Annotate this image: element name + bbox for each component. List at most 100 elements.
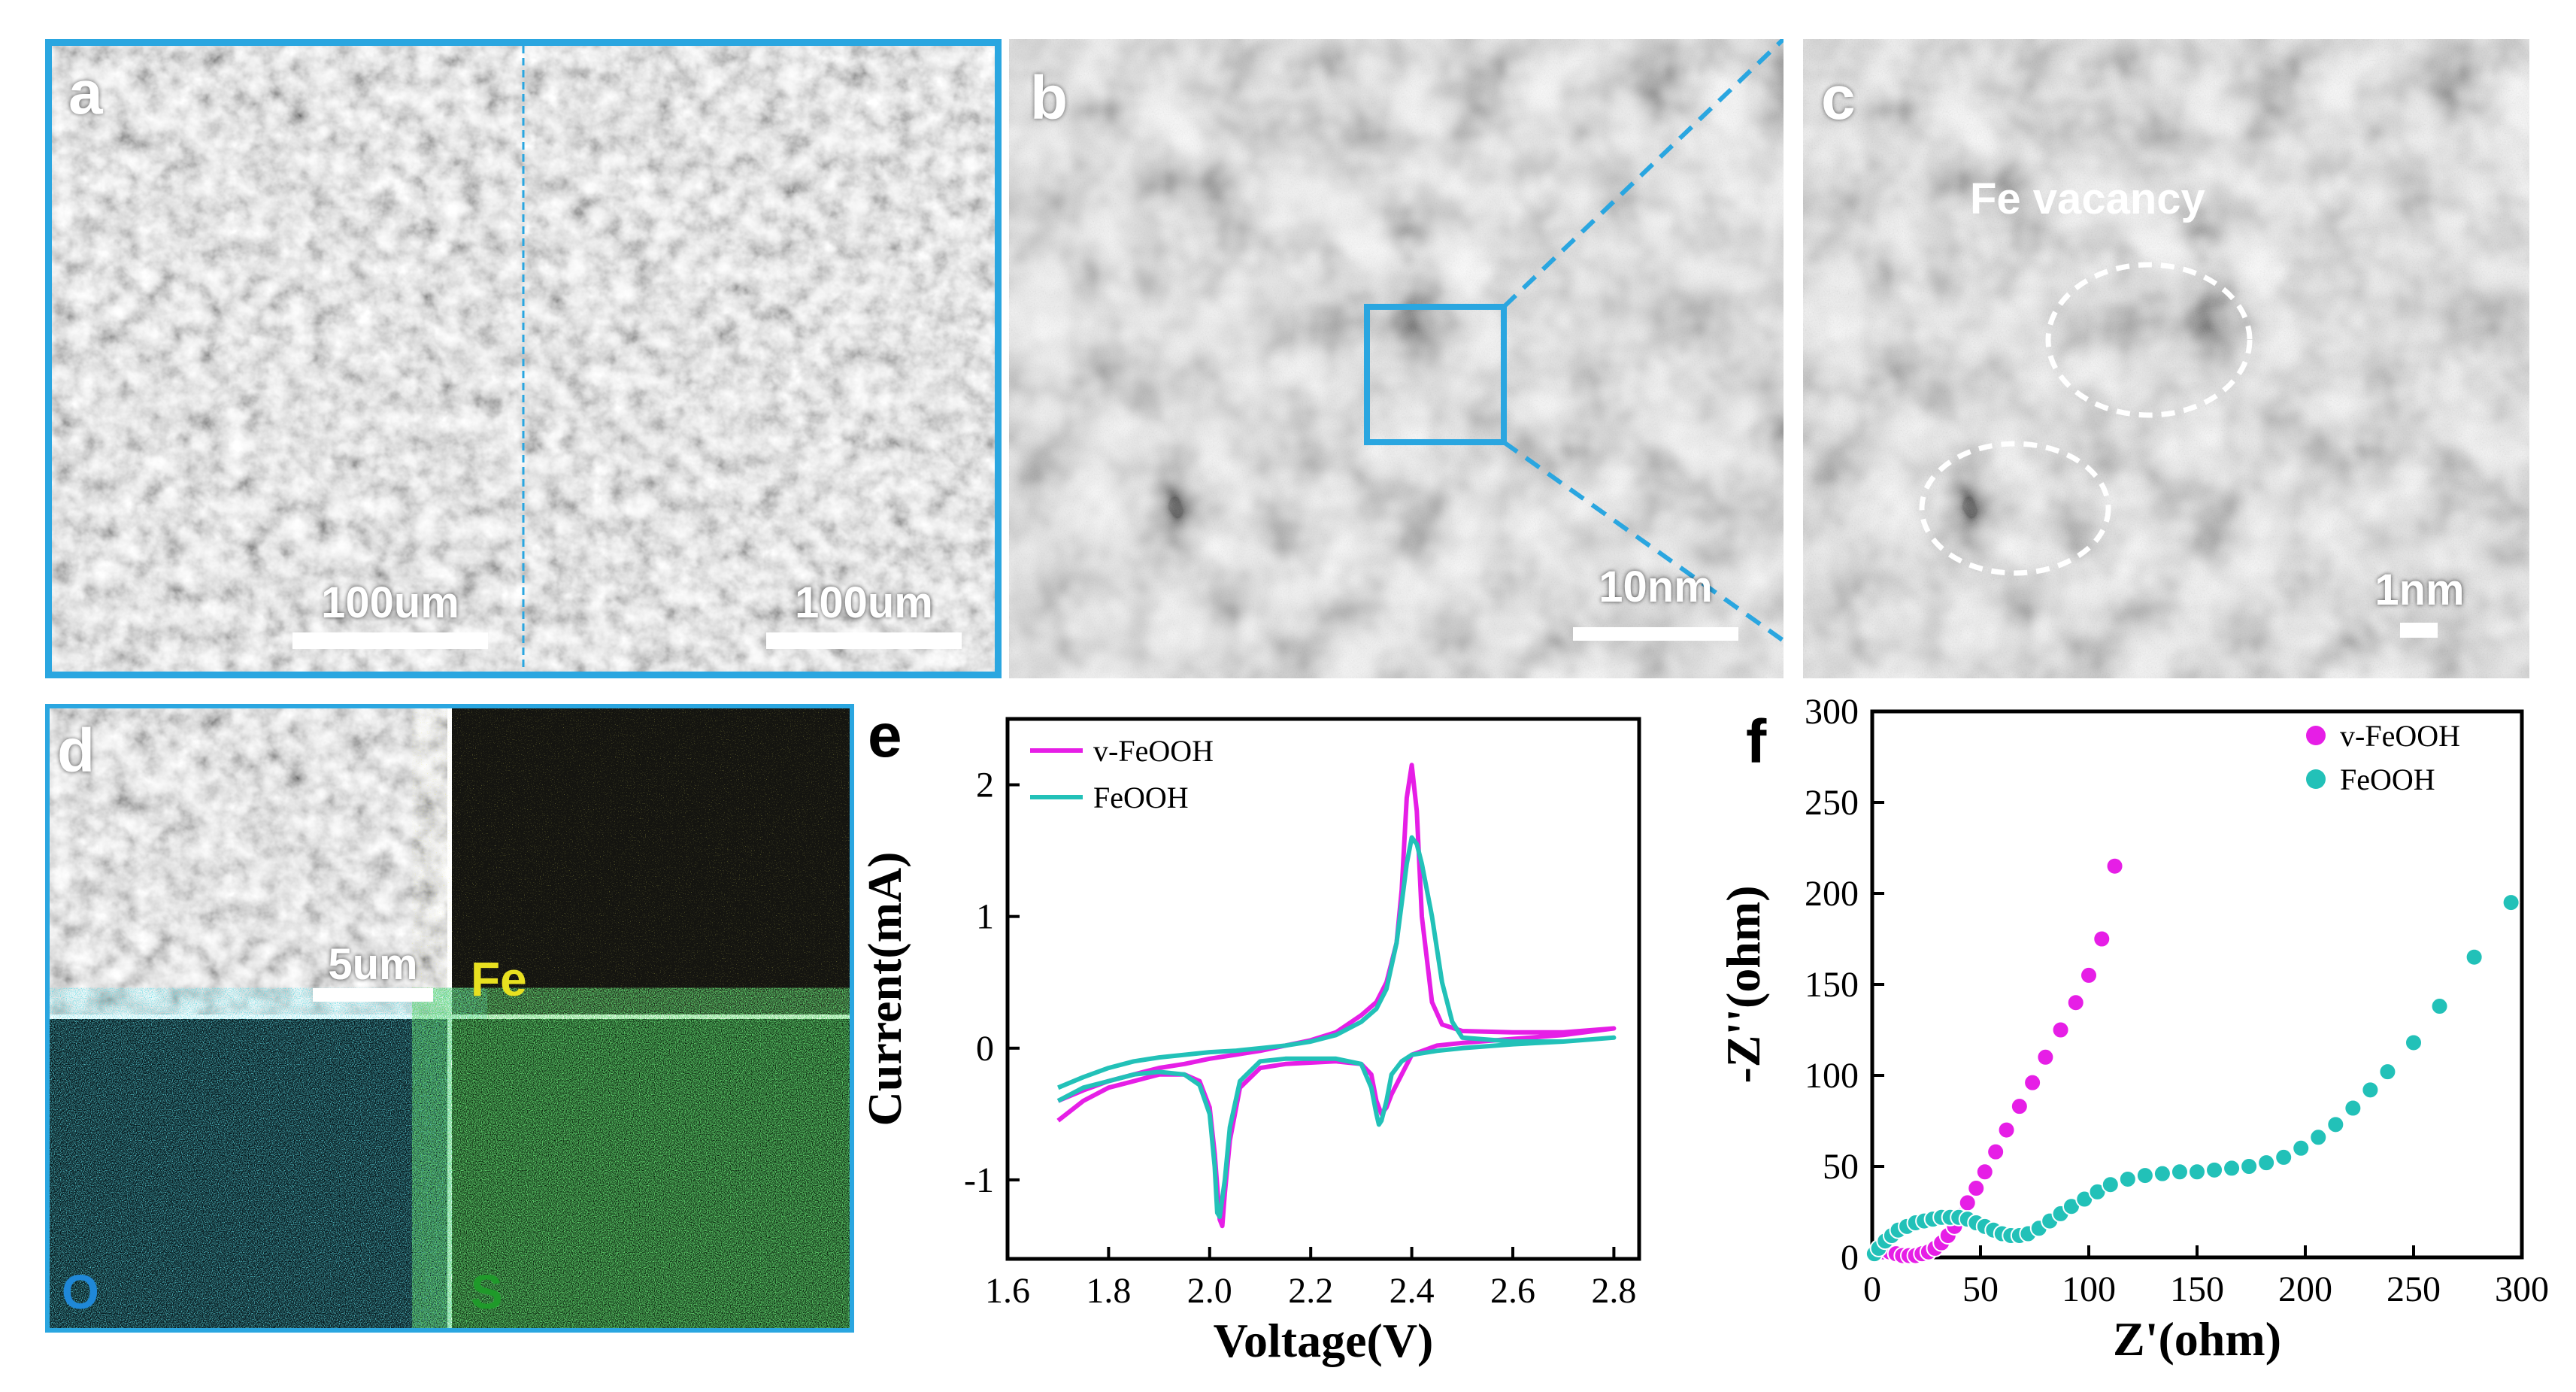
eds-maps [50,708,850,1328]
data-point-v-FeOOH [2080,966,2098,984]
x-tick-label: 100 [2062,1269,2116,1309]
eis-chart: 0 50 100 150 200 250 300 0 50 100 150 200 250 300 Z'(o… [1717,692,2549,1366]
data-point-v-FeOOH [2023,1073,2042,1092]
legend-label: FeOOH [1093,781,1189,814]
scale-label-a-right: 100um [795,578,933,627]
y-tick-label: 150 [1805,965,1859,1005]
y-tick-label: 250 [1805,783,1859,823]
y-tick-label: 100 [1805,1056,1859,1096]
map-label-fe: Fe [471,952,527,1006]
annotation-fe-vacancy: Fe vacancy [1970,174,2205,223]
data-point-v-FeOOH [2036,1048,2055,1066]
x-tick-label: 250 [2387,1269,2441,1309]
data-point-FeOOH [2223,1159,2241,1178]
legend-swatch [2306,769,2326,789]
x-tick-label: 50 [1962,1269,1999,1309]
data-point-FeOOH [2326,1115,2345,1134]
x-tick-label: 2.8 [1591,1271,1636,1311]
x-tick-label: 1.8 [1086,1271,1131,1311]
data-point-FeOOH [2309,1128,2328,1147]
plot-frame [1005,717,1641,1261]
y-tick-label: 1 [976,897,994,937]
data-point-FeOOH [2465,948,2484,966]
y-tick-label: 50 [1823,1147,1859,1187]
y-axis-label: -Z''(ohm) [1717,885,1770,1083]
y-axis-label: Current(mA) [858,852,911,1127]
data-point-FeOOH [2344,1099,2362,1118]
data-point-FeOOH [2153,1164,2171,1183]
scale-bar-c [2400,623,2438,638]
data-point-FeOOH [2188,1163,2206,1181]
data-point-v-FeOOH [1997,1121,2016,1139]
sem-image-a [52,46,995,672]
zoom-box [1364,304,1507,445]
data-point-FeOOH [2430,997,2449,1016]
data-point-FeOOH [2240,1157,2259,1175]
data-point-v-FeOOH [1975,1163,1994,1181]
y-tick-label: -1 [964,1160,994,1200]
scale-label-b: 10nm [1599,563,1713,611]
o-map [50,1019,447,1328]
y-tick-label: 200 [1805,874,1859,914]
data-point-v-FeOOH [2105,857,2124,875]
data-point-FeOOH [2274,1148,2293,1166]
panel-letter-d: d [57,717,95,785]
data-point-v-FeOOH [1987,1142,2005,1161]
panel-c: c Fe vacancy 1nm [1803,39,2529,678]
data-point-v-FeOOH [1967,1179,1986,1198]
data-point-FeOOH [2361,1081,2380,1099]
y-tick-label: 0 [976,1029,994,1069]
panel-d: d 5um Fe O S [45,704,854,1333]
x-tick-label: 2.6 [1490,1271,1535,1311]
scale-label-a-left: 100um [321,578,459,627]
data-point-FeOOH [2205,1160,2224,1179]
panel-letter-e: e [868,702,902,770]
x-tick-label: 1.6 [985,1271,1030,1311]
data-point-FeOOH [2378,1063,2397,1081]
data-point-FeOOH [2257,1154,2276,1172]
data-point-FeOOH [2170,1163,2189,1181]
scale-label-c: 1nm [2374,566,2465,614]
x-tick-label: 2.0 [1187,1271,1232,1311]
data-point-FeOOH [2118,1169,2137,1188]
s-map [452,1019,850,1328]
panel-letter-c: c [1821,64,1856,132]
scale-label-d: 5um [328,940,418,989]
panel-a: a 100um 100um [45,39,1002,678]
series-line-FeOOH [1056,835,1617,1219]
scale-bar-a-right [766,632,962,649]
x-tick-label: 150 [2170,1269,2224,1309]
map-label-o: O [62,1265,99,1319]
data-point-v-FeOOH [2010,1097,2029,1116]
scale-bar-d [313,988,433,1002]
hrtem-image-c [1803,39,2529,678]
cv-chart: 1.6 1.8 2.0 2.2 2.4 2.6 2.8 -1 0 1 2 Voltage(V) Curr… [858,717,1641,1367]
panel-letter-a: a [68,59,103,127]
data-point-v-FeOOH [2051,1020,2070,1039]
x-axis-label: Voltage(V) [1214,1314,1434,1367]
y-tick-label: 0 [1841,1238,1859,1278]
x-tick-label: 300 [2495,1269,2549,1309]
vacancy-ellipse-1 [2045,262,2253,418]
data-point-v-FeOOH [2093,930,2111,948]
sem-image-d [50,708,447,1014]
legend-label: v-FeOOH [2340,719,2460,753]
legend-label: v-FeOOH [1093,734,1214,768]
legend-swatch [2306,726,2326,745]
panel-b: b 10nm [1009,39,1784,678]
x-tick-label: 2.4 [1390,1271,1435,1311]
panel-f: f 0 50 100 150 200 250 300 0 50 100 150 200 250 300 Z'… [1714,692,2576,1392]
scale-bar-a-left [292,632,488,649]
data-point-FeOOH [2502,893,2520,912]
y-tick-label: 300 [1805,692,1859,732]
data-point-FeOOH [2101,1175,2120,1194]
data-point-v-FeOOH [1958,1193,1977,1212]
x-tick-label: 0 [1863,1269,1881,1309]
map-label-s: S [471,1265,503,1319]
tem-image-b [1009,39,1784,678]
vacancy-ellipse-2 [1919,441,2111,576]
scale-bar-b [1573,627,1738,641]
y-tick-label: 2 [976,766,994,805]
x-axis-label: Z'(ohm) [2113,1312,2281,1366]
data-point-FeOOH [2135,1166,2154,1185]
